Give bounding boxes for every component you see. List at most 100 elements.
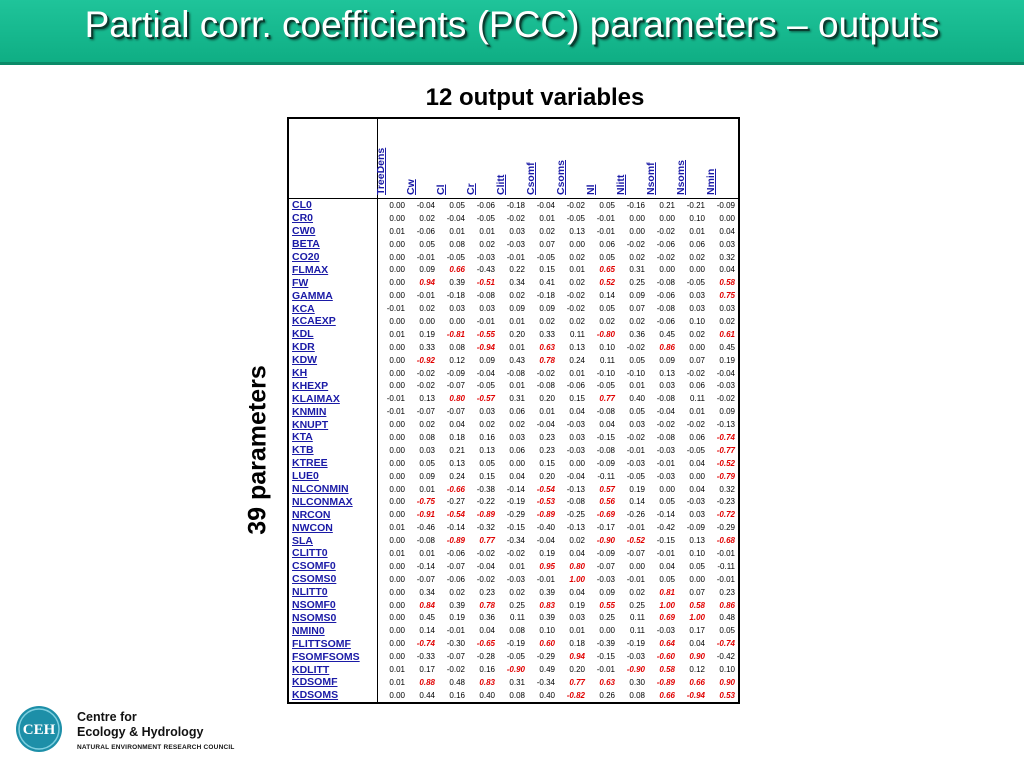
coefficient-cell: 0.77: [479, 536, 495, 546]
coefficient-cell: 0.04: [569, 548, 585, 558]
coefficient-cell: -0.14: [416, 561, 435, 571]
coefficient-cell: 0.75: [719, 291, 735, 301]
coefficient-cell: -0.04: [536, 200, 555, 210]
coefficient-cell: -0.01: [656, 458, 675, 468]
coefficient-cell: 0.53: [719, 690, 735, 700]
coefficient-cell: -0.90: [506, 665, 525, 674]
coefficient-cell: 0.41: [539, 278, 555, 288]
coefficient-cell: -0.46: [416, 523, 435, 533]
column-header-label: Csoms: [555, 159, 567, 195]
coefficient-cell: -0.43: [476, 265, 495, 275]
table-row: SLA 0.00 -0.08 -0.89 0.77 -0.34 -0.04 0.02 -0.90…: [289, 534, 738, 548]
coefficient-cell: 0.40: [629, 394, 645, 404]
coefficient-cell: -0.05: [626, 471, 645, 481]
coefficient-cell: 0.09: [659, 355, 675, 365]
coefficient-cell: -0.89: [536, 510, 555, 520]
table-row: KCA -0.01 0.02 0.03 0.03 0.09 0.09 -0.02 0.05 0.0…: [289, 302, 738, 316]
coefficient-cell: -0.02: [656, 420, 675, 430]
coefficient-cell: 0.02: [719, 316, 735, 326]
coefficient-cell: 0.05: [479, 458, 495, 468]
coefficient-cell: -0.02: [506, 548, 525, 558]
coefficient-cell: 0.01: [509, 316, 525, 326]
coefficient-cell: -0.02: [566, 304, 585, 314]
coefficient-cell: 0.00: [389, 484, 405, 494]
coefficient-cell: 0.02: [629, 252, 645, 262]
coefficient-cell: -0.01: [446, 626, 465, 636]
column-header: Nsoms: [675, 119, 708, 199]
coefficient-cell: 0.01: [389, 329, 405, 339]
parameter-name: KNUPT: [289, 418, 378, 432]
coefficient-cell: 0.23: [539, 445, 555, 455]
parameter-name: KNMIN: [289, 405, 378, 419]
coefficient-cell: -0.04: [656, 407, 675, 417]
coefficient-cell: 0.04: [689, 458, 705, 468]
parameter-name: CL0: [289, 198, 378, 212]
parameter-name: KTA: [289, 431, 378, 444]
coefficient-cell: -0.08: [656, 432, 675, 442]
coefficient-cell: 0.00: [389, 600, 405, 610]
coefficient-cell: 0.00: [389, 265, 405, 275]
table-row: LUE0 0.00 0.09 0.24 0.15 0.04 0.20 -0.04 -0.11 -0…: [289, 469, 738, 483]
coefficient-cell: 0.64: [659, 639, 675, 649]
coefficient-cell: -0.07: [446, 561, 465, 571]
coefficient-cell: -0.01: [626, 445, 645, 455]
coefficient-cell: 0.30: [629, 677, 645, 687]
coefficient-cell: 0.48: [449, 677, 465, 687]
coefficient-cell: -0.29: [716, 523, 735, 533]
table-row: FLITTSOMF 0.00 -0.74 -0.30 -0.65 -0.19 0.60 0.1…: [289, 637, 738, 651]
coefficient-cell: 0.12: [449, 355, 465, 365]
coefficient-cell: -0.03: [626, 652, 645, 662]
coefficient-cell: 0.00: [629, 226, 645, 236]
coefficient-cell: -0.65: [476, 639, 495, 649]
coefficient-cell: -0.01: [716, 574, 735, 584]
coefficient-cell: 0.04: [479, 626, 495, 636]
coefficient-cell: 0.05: [629, 407, 645, 417]
coefficient-cell: 0.00: [389, 381, 405, 391]
coefficient-cell: 0.02: [599, 316, 615, 326]
coefficient-cell: -0.02: [716, 394, 735, 404]
coefficient-cell: -0.08: [656, 304, 675, 314]
coefficient-cell: -0.07: [596, 561, 615, 571]
coefficient-cell: -0.34: [536, 677, 555, 687]
coefficient-cell: -0.07: [446, 407, 465, 417]
coefficient-cell: 0.14: [599, 291, 615, 301]
ceh-logo-emblem: CEH: [16, 706, 62, 752]
parameter-name: NRCON: [289, 508, 378, 522]
coefficient-cell: -0.18: [536, 291, 555, 301]
column-header-label: Cl: [435, 184, 447, 196]
coefficient-cell: -0.04: [476, 368, 495, 378]
parameter-name: NMIN0: [289, 624, 378, 638]
coefficient-cell: -0.60: [656, 652, 675, 662]
coefficient-cell: 0.00: [389, 690, 405, 700]
logo-emblem-text: CEH: [23, 722, 56, 738]
coefficient-cell: 0.07: [689, 355, 705, 365]
coefficient-cell: -0.53: [536, 497, 555, 507]
coefficient-cell: 0.03: [689, 304, 705, 314]
coefficient-cell: -0.04: [446, 213, 465, 223]
parameter-name: FLITTSOMF: [289, 637, 378, 651]
coefficient-cell: 0.39: [539, 587, 555, 597]
coefficient-cell: 0.16: [449, 690, 465, 700]
coefficient-cell: 0.63: [599, 677, 615, 687]
coefficient-cell: 1.00: [689, 613, 705, 623]
table-row: CW0 0.01 -0.06 0.01 0.01 0.03 0.02 0.13 -0.01 0.0…: [289, 224, 738, 238]
coefficient-cell: 0.01: [509, 561, 525, 571]
table-row: KDSOMF 0.01 0.88 0.48 0.83 0.31 -0.34 0.77 0.63 0…: [289, 675, 738, 689]
parameter-name: KDLITT: [289, 663, 378, 676]
coefficient-cell: -0.19: [506, 639, 525, 649]
coefficient-cell: -0.10: [626, 368, 645, 378]
coefficient-cell: -0.01: [596, 213, 615, 223]
coefficient-cell: 0.13: [659, 368, 675, 378]
coefficient-cell: -0.94: [686, 690, 705, 700]
coefficient-cell: 0.00: [389, 626, 405, 636]
coefficient-cell: -0.05: [536, 252, 555, 262]
coefficient-cell: 0.83: [539, 600, 555, 610]
coefficient-cell: 0.02: [689, 329, 705, 339]
coefficient-cell: -0.03: [656, 471, 675, 481]
coefficient-cell: 0.09: [539, 304, 555, 314]
coefficient-cell: -0.21: [686, 200, 705, 210]
parameter-name: KDL: [289, 327, 378, 341]
parameter-name: CSOMS0: [289, 572, 378, 586]
coefficient-cell: 0.00: [389, 536, 405, 546]
coefficient-cell: 0.39: [449, 600, 465, 610]
